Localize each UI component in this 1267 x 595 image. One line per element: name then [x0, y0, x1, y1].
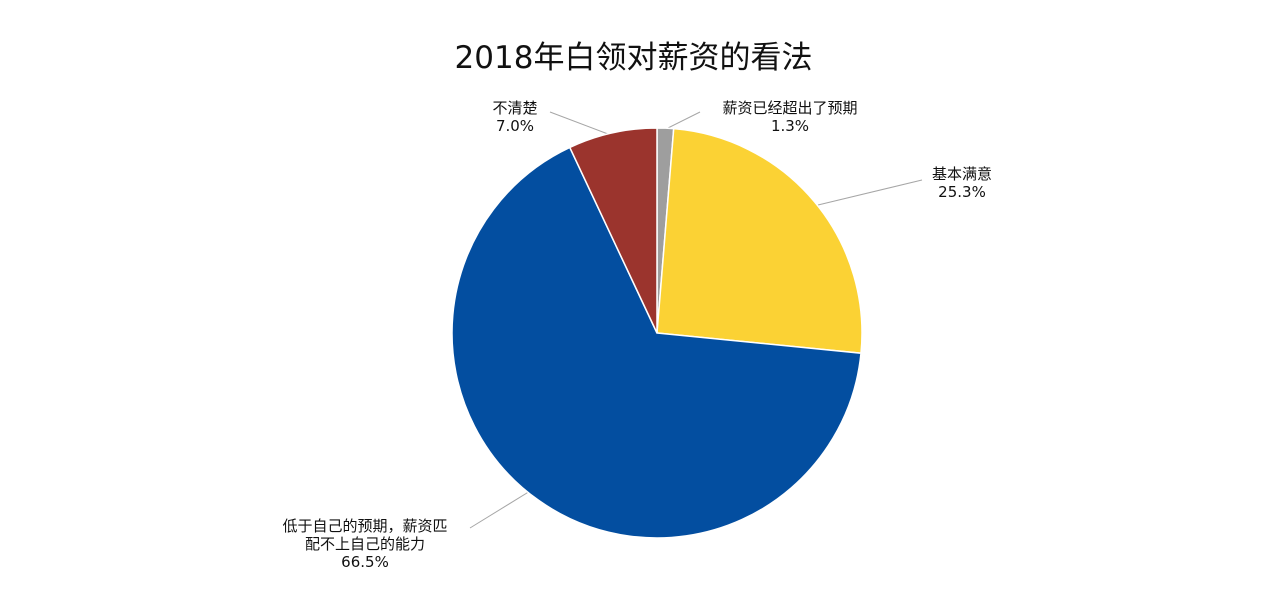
slice-label-name: 低于自己的预期，薪资匹: [282, 517, 448, 535]
pie-slice-satisfied: [656, 127, 863, 355]
slice-label-name: 基本满意: [931, 165, 992, 183]
slice-label-name-line2: 配不上自己的能力: [304, 535, 425, 553]
pie-slice-below-expectation: [451, 146, 862, 539]
leader-line: [469, 487, 536, 529]
pie-slices: [451, 127, 863, 539]
slice-label-exceeded: 薪资已经超出了预期 1.3%: [690, 99, 890, 135]
chart-title: 2018年白领对薪资的看法: [454, 40, 813, 76]
slice-label-name: 不清楚: [492, 99, 538, 117]
leader-lines: [469, 111, 923, 529]
slice-label-value: 1.3%: [770, 117, 810, 135]
slice-label-satisfied: 基本满意 25.3%: [917, 165, 1007, 201]
slice-label-below-expectation: 低于自己的预期，薪资匹 配不上自己的能力 66.5%: [255, 517, 475, 571]
slice-label-value: 66.5%: [341, 553, 389, 571]
leader-line: [817, 179, 923, 206]
leader-line: [667, 111, 701, 129]
slice-label-name: 薪资已经超出了预期: [722, 99, 858, 117]
slice-label-unclear: 不清楚 7.0%: [480, 99, 550, 135]
slice-label-value: 25.3%: [938, 183, 986, 201]
slice-label-value: 7.0%: [495, 117, 535, 135]
pie-slice-unclear: [568, 127, 658, 334]
leader-line: [549, 111, 609, 135]
